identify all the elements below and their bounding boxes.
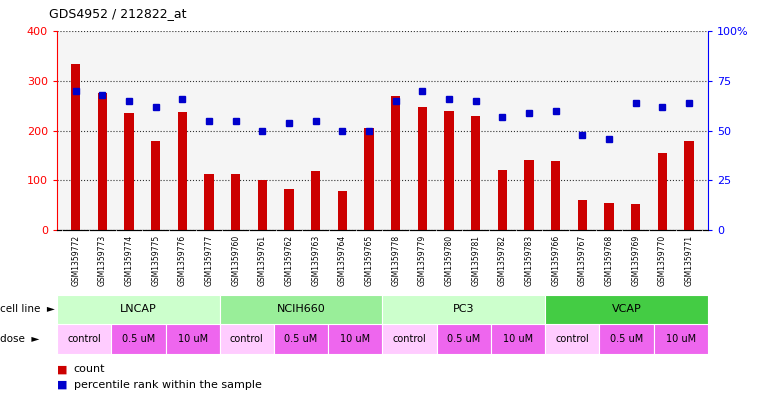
Text: GSM1359767: GSM1359767 [578,235,587,286]
Bar [205,174,214,230]
Bar [437,324,491,354]
Text: GSM1359760: GSM1359760 [231,235,240,286]
Bar [391,96,400,230]
Text: NCIH660: NCIH660 [277,305,326,314]
Bar [111,324,165,354]
Text: dose  ►: dose ► [0,334,40,344]
Bar [382,324,437,354]
Bar [57,324,111,354]
Bar [654,324,708,354]
Text: 10 uM: 10 uM [340,334,371,344]
Bar [578,200,587,230]
Text: PC3: PC3 [453,305,475,314]
Text: GSM1359775: GSM1359775 [151,235,161,286]
Text: GSM1359778: GSM1359778 [391,235,400,286]
Bar [418,107,427,230]
Bar [600,324,654,354]
Text: GSM1359762: GSM1359762 [285,235,294,286]
Bar [231,174,240,230]
Bar [471,116,480,230]
Bar [545,295,708,324]
Text: control: control [393,334,426,344]
Text: GSM1359768: GSM1359768 [604,235,613,286]
Text: GSM1359770: GSM1359770 [658,235,667,286]
Bar [311,171,320,230]
Bar [545,324,599,354]
Text: 0.5 uM: 0.5 uM [447,334,480,344]
Text: GSM1359769: GSM1359769 [631,235,640,286]
Bar [124,113,134,230]
Bar [71,64,81,230]
Text: count: count [74,364,105,375]
Bar [524,160,533,230]
Bar [258,180,267,230]
Text: control: control [556,334,589,344]
Bar [491,324,545,354]
Bar [328,324,382,354]
Text: 0.5 uM: 0.5 uM [285,334,317,344]
Text: 10 uM: 10 uM [503,334,533,344]
Bar [151,141,161,230]
Text: GSM1359766: GSM1359766 [551,235,560,286]
Text: GSM1359777: GSM1359777 [205,235,214,286]
Text: GSM1359780: GSM1359780 [444,235,454,286]
Text: GDS4952 / 212822_at: GDS4952 / 212822_at [49,7,187,20]
Bar [658,153,667,230]
Text: GSM1359761: GSM1359761 [258,235,267,286]
Bar [165,324,220,354]
Bar [631,204,641,230]
Text: ■: ■ [57,380,68,390]
Text: cell line  ►: cell line ► [0,305,55,314]
Text: percentile rank within the sample: percentile rank within the sample [74,380,262,390]
Text: GSM1359779: GSM1359779 [418,235,427,286]
Bar [684,141,694,230]
Bar [220,324,274,354]
Text: control: control [67,334,101,344]
Bar [604,203,613,230]
Text: GSM1359771: GSM1359771 [685,235,693,286]
Bar [365,128,374,230]
Bar [274,324,328,354]
Bar [220,295,382,324]
Text: GSM1359772: GSM1359772 [72,235,80,286]
Text: 0.5 uM: 0.5 uM [610,334,643,344]
Text: GSM1359773: GSM1359773 [98,235,107,286]
Text: 0.5 uM: 0.5 uM [122,334,155,344]
Text: GSM1359763: GSM1359763 [311,235,320,286]
Bar [285,189,294,230]
Text: 10 uM: 10 uM [666,334,696,344]
Text: ■: ■ [57,364,68,375]
Text: GSM1359774: GSM1359774 [125,235,134,286]
Bar [57,295,220,324]
Bar [338,191,347,230]
Text: VCAP: VCAP [612,305,642,314]
Bar [382,295,545,324]
Bar [551,162,560,230]
Text: 10 uM: 10 uM [177,334,208,344]
Bar [498,170,507,230]
Text: GSM1359781: GSM1359781 [471,235,480,286]
Text: GSM1359764: GSM1359764 [338,235,347,286]
Text: LNCAP: LNCAP [120,305,157,314]
Text: control: control [230,334,264,344]
Bar [178,112,187,230]
Bar [444,111,454,230]
Text: GSM1359783: GSM1359783 [524,235,533,286]
Bar [97,94,107,230]
Text: GSM1359765: GSM1359765 [365,235,374,286]
Text: GSM1359782: GSM1359782 [498,235,507,286]
Text: GSM1359776: GSM1359776 [178,235,187,286]
